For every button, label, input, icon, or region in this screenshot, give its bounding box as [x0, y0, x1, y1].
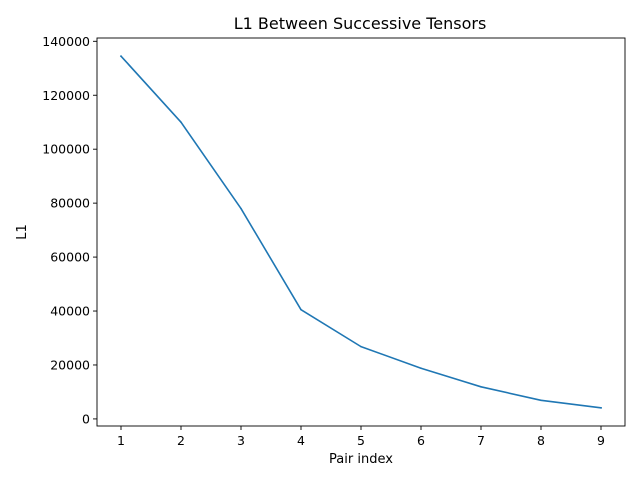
y-tick-label: 40000	[50, 304, 90, 319]
y-axis: 0 20000 40000 60000 80000 100000 120000 140000	[42, 34, 97, 426]
data-point	[480, 386, 482, 388]
data-point	[360, 345, 362, 348]
data-point	[180, 121, 182, 124]
y-axis-label: L1	[15, 224, 30, 240]
data-point	[600, 407, 602, 409]
x-tick-label: 2	[177, 433, 185, 448]
y-tick-label: 80000	[50, 196, 90, 211]
y-tick-label: 20000	[50, 357, 90, 372]
x-tick-label: 9	[597, 433, 605, 448]
data-point	[240, 207, 242, 210]
x-tick-label: 7	[477, 433, 485, 448]
y-tick-label: 0	[82, 411, 90, 426]
series-line	[119, 55, 602, 409]
y-tick-label: 100000	[42, 142, 90, 157]
x-tick-label: 4	[297, 433, 305, 448]
y-tick-label: 140000	[42, 34, 90, 49]
data-point	[420, 367, 422, 370]
x-tick-label: 1	[117, 433, 125, 448]
plot-area-frame	[96, 37, 626, 427]
x-tick-label: 6	[417, 433, 425, 448]
data-point	[120, 55, 122, 57]
data-point	[300, 308, 302, 311]
series-layer	[119, 55, 602, 409]
chart-title: L1 Between Successive Tensors	[234, 14, 487, 33]
x-axis: 1 2 3 4 5 6 7 8 9	[117, 426, 605, 448]
x-tick-label: 5	[357, 433, 365, 448]
y-tick-label: 120000	[42, 88, 90, 103]
x-tick-label: 3	[237, 433, 245, 448]
y-tick-label: 60000	[50, 250, 90, 265]
x-tick-label: 8	[537, 433, 545, 448]
data-point	[540, 399, 542, 402]
x-axis-label: Pair index	[329, 452, 393, 467]
